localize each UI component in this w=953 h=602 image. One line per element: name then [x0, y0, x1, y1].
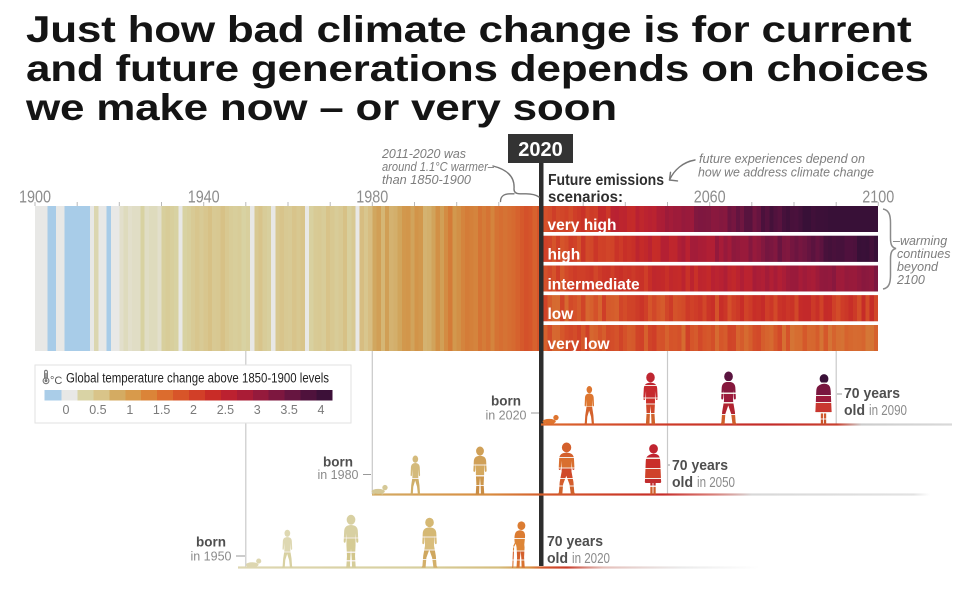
svg-text:0.5: 0.5	[89, 403, 106, 417]
svg-text:old: old	[672, 475, 693, 491]
svg-text:how we address climate change: how we address climate change	[698, 165, 874, 180]
svg-text:low: low	[548, 306, 575, 323]
svg-text:2: 2	[190, 403, 197, 417]
svg-text:in 2090: in 2090	[869, 403, 907, 419]
svg-text:in 2050: in 2050	[697, 475, 735, 491]
svg-text:around 1.1°C warmer–: around 1.1°C warmer–	[382, 159, 495, 174]
svg-text:2100: 2100	[862, 187, 894, 207]
svg-text:high: high	[548, 247, 581, 264]
svg-text:3: 3	[254, 403, 261, 417]
svg-text:0: 0	[63, 403, 70, 417]
svg-text:than 1850-1900: than 1850-1900	[382, 172, 472, 187]
svg-text:–warming: –warming	[892, 234, 947, 248]
svg-text:Global temperature change abov: Global temperature change above 1850-190…	[66, 371, 329, 386]
svg-text:continues: continues	[897, 247, 951, 261]
svg-text:scenarios:: scenarios:	[548, 189, 623, 206]
svg-text:70 years: 70 years	[672, 458, 728, 474]
svg-text:born: born	[323, 455, 353, 470]
svg-text:4: 4	[318, 403, 325, 417]
svg-text:1940: 1940	[188, 187, 220, 207]
svg-text:intermediate: intermediate	[548, 276, 641, 293]
svg-text:old: old	[844, 403, 865, 419]
svg-text:Future emissions: Future emissions	[548, 172, 664, 189]
svg-text:future experiences depend on: future experiences depend on	[699, 151, 865, 166]
svg-text:1.5: 1.5	[153, 403, 170, 417]
svg-text:2.5: 2.5	[217, 403, 234, 417]
svg-text:in 1950: in 1950	[190, 550, 231, 564]
svg-text:70 years: 70 years	[547, 534, 603, 550]
svg-text:2020: 2020	[518, 139, 563, 161]
svg-text:old: old	[547, 551, 568, 567]
svg-text:2100: 2100	[896, 273, 925, 287]
svg-text:very low: very low	[548, 336, 611, 353]
svg-text:in 1980: in 1980	[317, 468, 358, 482]
svg-text:born: born	[196, 534, 226, 549]
svg-text:1900: 1900	[19, 187, 51, 207]
svg-text:very high: very high	[548, 217, 617, 234]
svg-text:born: born	[491, 394, 521, 409]
svg-text:in 2020: in 2020	[572, 551, 610, 567]
svg-text:1980: 1980	[356, 187, 388, 207]
svg-text:1: 1	[126, 403, 133, 417]
svg-text:2011-2020 was: 2011-2020 was	[381, 146, 466, 161]
svg-text:°C: °C	[50, 375, 62, 387]
svg-text:in 2020: in 2020	[485, 409, 526, 423]
svg-text:3.5: 3.5	[280, 403, 297, 417]
svg-text:70 years: 70 years	[844, 386, 900, 402]
svg-text:2060: 2060	[694, 187, 726, 207]
svg-text:beyond: beyond	[897, 260, 939, 274]
